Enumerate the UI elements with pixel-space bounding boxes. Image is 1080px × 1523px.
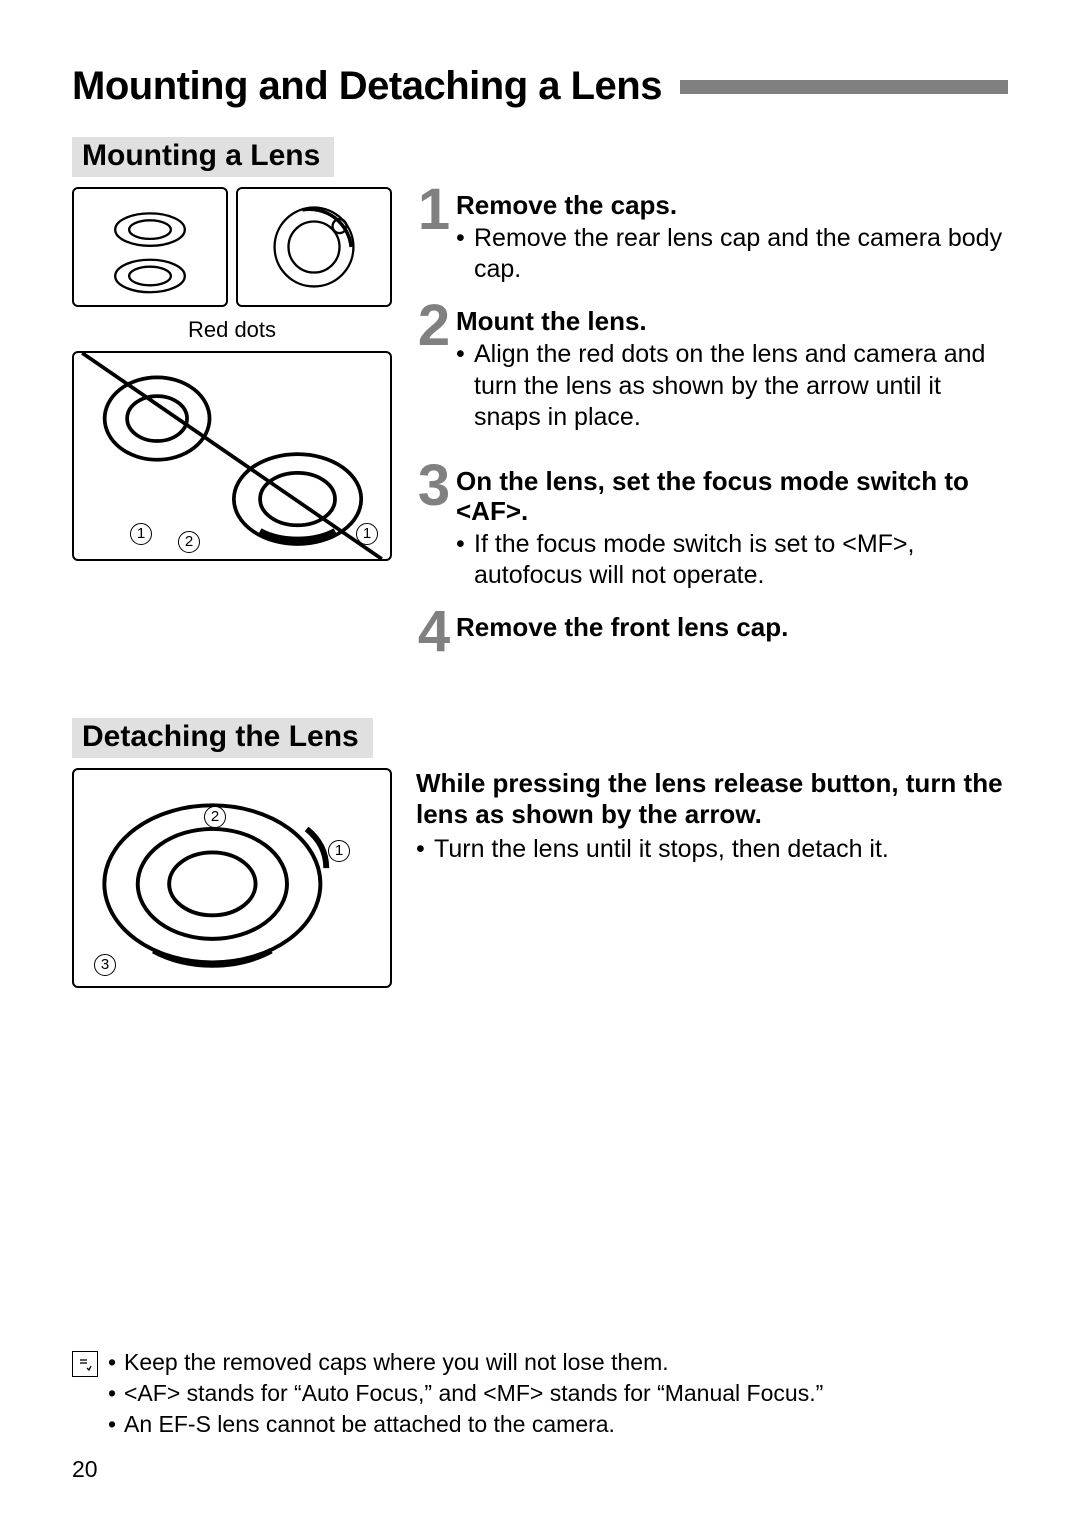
remove-caps-illustration-right	[236, 187, 392, 307]
mounting-images: Red dots 1 2 1	[72, 187, 392, 674]
red-dots-caption: Red dots	[72, 317, 392, 343]
spacer	[72, 674, 1008, 708]
page-title: Mounting and Detaching a Lens	[72, 64, 662, 109]
callout-2: 2	[204, 806, 226, 828]
page-title-row: Mounting and Detaching a Lens	[72, 64, 1008, 109]
notes-list: Keep the removed caps where you will not…	[108, 1347, 1008, 1440]
step-body: On the lens, set the focus mode switch t…	[456, 463, 1008, 591]
focus-switch-illustration: 1 2 1	[72, 351, 392, 561]
step-body: Remove the caps. Remove the rear lens ca…	[456, 187, 1008, 285]
caps-image-row	[72, 187, 392, 307]
callout-1: 1	[130, 523, 152, 545]
step-number: 4	[416, 609, 452, 655]
callout-2: 2	[178, 531, 200, 553]
step-body: Mount the lens. Align the red dots on th…	[456, 303, 1008, 433]
step-number: 2	[416, 303, 452, 349]
callout-1b: 1	[356, 523, 378, 545]
footer-notes: Keep the removed caps where you will not…	[72, 1347, 1008, 1483]
note-item: <AF> stands for “Auto Focus,” and <MF> s…	[108, 1378, 1008, 1409]
section-heading-detaching: Detaching the Lens	[72, 718, 373, 758]
step-title: Remove the front lens cap.	[456, 613, 1008, 643]
step-bullets: Remove the rear lens cap and the camera …	[456, 223, 1008, 286]
step-bullets: Align the red dots on the lens and camer…	[456, 339, 1008, 433]
detaching-text: While pressing the lens release button, …	[416, 768, 1008, 988]
step-4: 4 Remove the front lens cap.	[416, 609, 1008, 655]
note-item: Keep the removed caps where you will not…	[108, 1347, 1008, 1378]
step-1: 1 Remove the caps. Remove the rear lens …	[416, 187, 1008, 285]
step-title: On the lens, set the focus mode switch t…	[456, 467, 1008, 527]
step-body: Remove the front lens cap.	[456, 609, 1008, 643]
detach-bullet: Turn the lens until it stops, then detac…	[416, 834, 1008, 865]
step-title: Mount the lens.	[456, 307, 1008, 337]
step-title: Remove the caps.	[456, 191, 1008, 221]
detaching-images: 1 2 3	[72, 768, 392, 988]
detach-bullets: Turn the lens until it stops, then detac…	[416, 834, 1008, 865]
step-number: 3	[416, 463, 452, 509]
notes-row: Keep the removed caps where you will not…	[72, 1347, 1008, 1440]
step-bullet: Remove the rear lens cap and the camera …	[456, 223, 1008, 286]
mounting-content: Red dots 1 2 1 1 Remove the caps.	[72, 187, 1008, 674]
manual-page: Mounting and Detaching a Lens Mounting a…	[0, 0, 1080, 1523]
step-bullets: If the focus mode switch is set to <MF>,…	[456, 529, 1008, 592]
step-2: 2 Mount the lens. Align the red dots on …	[416, 303, 1008, 433]
callout-1: 1	[328, 840, 350, 862]
callout-3: 3	[94, 954, 116, 976]
step-number: 1	[416, 187, 452, 233]
mounting-steps: 1 Remove the caps. Remove the rear lens …	[416, 187, 1008, 674]
note-item: An EF-S lens cannot be attached to the c…	[108, 1409, 1008, 1440]
step-bullet: If the focus mode switch is set to <MF>,…	[456, 529, 1008, 592]
step-bullet: Align the red dots on the lens and camer…	[456, 339, 1008, 433]
note-icon	[72, 1351, 98, 1377]
detach-lens-illustration: 1 2 3	[72, 768, 392, 988]
page-number: 20	[72, 1456, 1008, 1483]
title-bar	[680, 80, 1008, 94]
detaching-content: 1 2 3 While pressing the lens release bu…	[72, 768, 1008, 988]
section-heading-mounting: Mounting a Lens	[72, 137, 334, 177]
step-3: 3 On the lens, set the focus mode switch…	[416, 463, 1008, 591]
remove-caps-illustration-left	[72, 187, 228, 307]
detach-instruction-title: While pressing the lens release button, …	[416, 768, 1008, 830]
